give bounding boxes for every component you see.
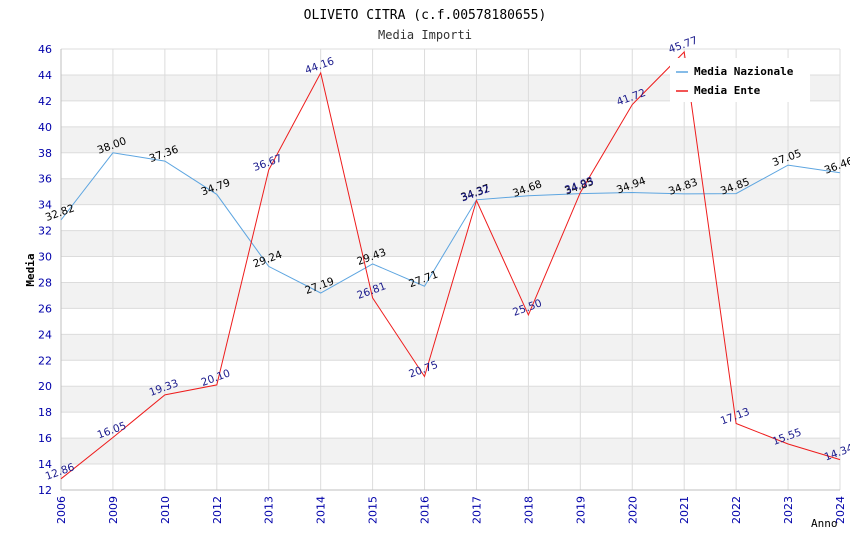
series-line-nazionale [60, 152, 841, 294]
series-lines [60, 50, 841, 480]
y-tick-label: 28 [38, 276, 52, 289]
y-tick-label: 24 [38, 328, 52, 341]
grid-band [61, 282, 840, 309]
data-label-ente: 36.67 [252, 152, 284, 174]
y-tick-label: 20 [38, 380, 52, 393]
data-label-nazionale: 36.46 [823, 155, 850, 177]
x-tick-label: 2014 [315, 496, 328, 524]
x-tick-label: 2015 [367, 496, 380, 524]
legend-label-nazionale: Media Nazionale [694, 65, 794, 78]
legend: Media Nazionale Media Ente [670, 58, 810, 102]
chart-subtitle: Media Importi [378, 28, 472, 42]
grid-band [61, 126, 840, 153]
x-tick-label: 2006 [55, 496, 68, 524]
y-tick-label: 30 [38, 251, 52, 264]
x-tick-label: 2019 [574, 496, 587, 524]
y-tick-label: 12 [38, 484, 52, 497]
x-tick-label: 2018 [522, 496, 535, 524]
grid-band [61, 334, 840, 361]
x-tick-label: 2016 [419, 496, 432, 524]
y-tick-label: 38 [38, 147, 52, 160]
y-tick-label: 32 [38, 225, 52, 238]
x-tick-label: 2020 [626, 496, 639, 524]
axes [60, 49, 840, 491]
y-tick-label: 22 [38, 354, 52, 367]
x-tick-labels: 2006 2009 2010 2012 2013 2014 2015 2016 2017 2018… [55, 496, 847, 524]
x-tick-label: 2022 [730, 496, 743, 524]
x-tick-label: 2023 [782, 496, 795, 524]
grid-band [61, 178, 840, 205]
y-tick-label: 46 [38, 43, 52, 56]
y-tick-label: 40 [38, 121, 52, 134]
legend-label-ente: Media Ente [694, 84, 761, 97]
x-tick-label: 2024 [834, 496, 847, 524]
grid-band [61, 438, 840, 465]
y-tick-labels: 12 14 16 18 20 22 24 26 28 30 32 34 36 38 40 42 44 46 [38, 43, 52, 497]
x-tick-label: 2013 [263, 496, 276, 524]
y-tick-label: 44 [38, 69, 52, 82]
data-label-ente: 20.10 [200, 367, 232, 389]
y-tick-label: 16 [38, 432, 52, 445]
y-tick-label: 36 [38, 173, 52, 186]
x-tick-label: 2010 [159, 496, 172, 524]
y-tick-label: 18 [38, 406, 52, 419]
chart-title: OLIVETO CITRA (c.f.00578180655) [304, 8, 547, 23]
y-axis-label: Media [24, 253, 37, 286]
y-tick-label: 26 [38, 302, 52, 315]
data-label-ente: 20.75 [407, 359, 439, 381]
legend-box [670, 58, 810, 102]
y-tick-label: 42 [38, 95, 52, 108]
grid-band [61, 386, 840, 413]
x-tick-label: 2021 [678, 496, 691, 524]
x-tick-label: 2009 [107, 496, 120, 524]
x-axis-label: Anno [811, 517, 838, 530]
x-tick-label: 2012 [211, 496, 224, 524]
y-tick-label: 34 [38, 199, 52, 212]
series-line-ente [60, 50, 841, 480]
y-tick-label: 14 [38, 458, 52, 471]
grid-bands [61, 74, 840, 465]
x-tick-label: 2017 [470, 496, 483, 524]
